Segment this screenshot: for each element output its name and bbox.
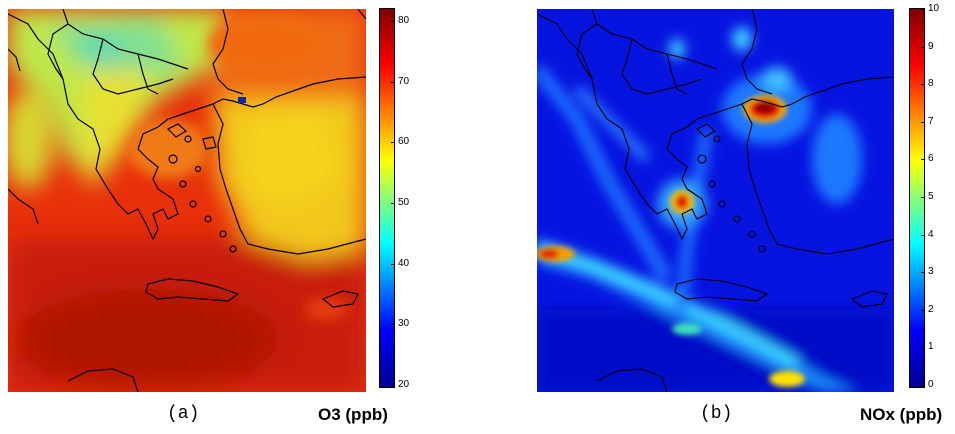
coastlines (537, 9, 894, 392)
colorbar-tick-label: 50 (398, 197, 410, 209)
o3-field (8, 9, 366, 392)
colorbar-tick-label: 1 (928, 341, 934, 353)
colorbar-tick-mark (391, 21, 395, 23)
colorbar-tick-label: 2 (928, 303, 934, 315)
colorbar-tick-label: 20 (398, 379, 410, 390)
colorbar-tick-label: 70 (398, 75, 410, 87)
colorbar-tick-label: 60 (398, 136, 410, 148)
colorbar-tick-label: 30 (398, 318, 410, 330)
colorbar-tick-mark (391, 142, 395, 144)
colorbar-tick-mark (391, 324, 395, 326)
colorbar-tick-label: 4 (928, 228, 934, 240)
colorbar-tick-label: 3 (928, 266, 934, 278)
coastlines (8, 9, 366, 392)
colorbar-tick-mark (921, 197, 925, 198)
colorbar-tick-mark (391, 263, 395, 265)
panel-a-label: (a) (167, 404, 200, 424)
nox-colorbar (909, 8, 925, 388)
colorbar-tick-mark (921, 9, 925, 10)
panel-b-unit-label: NOx (ppb) (860, 405, 943, 424)
colorbar-tick-label: 80 (398, 15, 410, 27)
colorbar-tick-label: 8 (928, 78, 934, 90)
colorbar-tick-label: 9 (928, 40, 934, 52)
colorbar-tick-mark (921, 272, 925, 274)
nox-field (537, 9, 894, 392)
colorbar-tick-label: 5 (928, 191, 934, 202)
colorbar-tick-mark (391, 385, 395, 386)
colorbar-tick-mark (921, 347, 925, 349)
colorbar-tick-mark (921, 385, 925, 386)
colorbar-tick-mark (921, 159, 925, 161)
colorbar-tick-label: 6 (928, 153, 934, 165)
colorbar-tick-mark (921, 234, 925, 236)
panel-b-label: (b) (700, 404, 733, 424)
colorbar-tick-mark (391, 81, 395, 83)
colorbar-tick-label: 0 (928, 379, 934, 390)
o3-map (8, 9, 366, 392)
colorbar-tick-label: 10 (928, 3, 940, 14)
panel-a-unit-label: O3 (ppb) (318, 405, 388, 424)
colorbar-tick-mark (391, 203, 395, 205)
colorbar-tick-mark (921, 309, 925, 311)
colorbar-tick-mark (921, 84, 925, 86)
colorbar-tick-mark (921, 46, 925, 48)
colorbar-tick-label: 7 (928, 115, 934, 127)
o3-colorbar (379, 8, 395, 388)
nox-map (537, 9, 894, 392)
colorbar-tick-mark (921, 121, 925, 123)
colorbar-tick-label: 40 (398, 257, 410, 269)
